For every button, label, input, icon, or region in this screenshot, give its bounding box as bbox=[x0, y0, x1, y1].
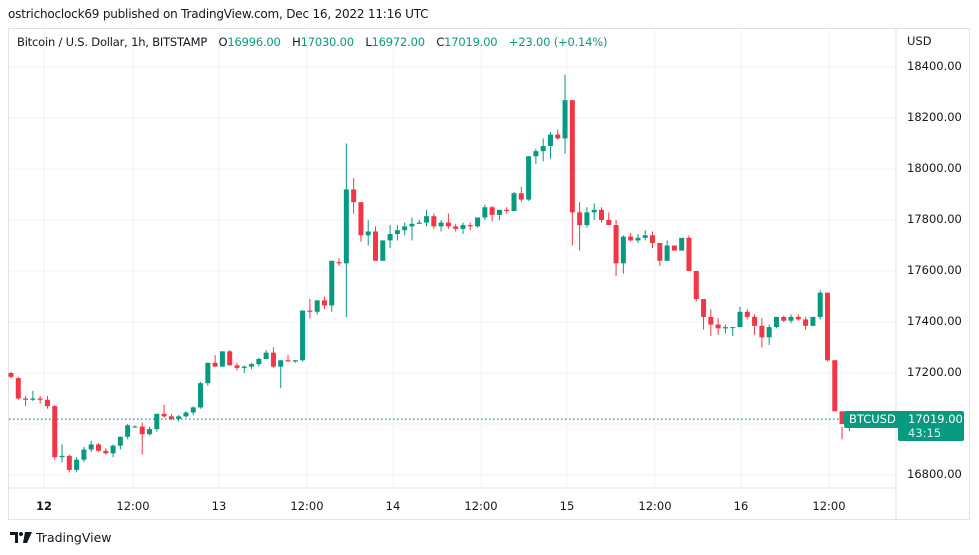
time-tick: 16 bbox=[733, 499, 749, 513]
open-label: O bbox=[218, 35, 228, 49]
close-value: 17019.00 bbox=[444, 35, 498, 49]
price-tick: 17200.00 bbox=[907, 365, 962, 379]
high-value: 17030.00 bbox=[300, 35, 354, 49]
symbol-title: Bitcoin / U.S. Dollar, 1h, BITSTAMP bbox=[17, 35, 208, 49]
tradingview-brand[interactable]: TradingView bbox=[10, 530, 112, 545]
bar-countdown: 43:15 bbox=[908, 426, 942, 440]
price-tick: 17600.00 bbox=[907, 263, 962, 277]
price-tick: 17800.00 bbox=[907, 212, 962, 226]
change-value: +23.00 (+0.14%) bbox=[508, 35, 608, 49]
close-label: C bbox=[436, 35, 445, 49]
tradingview-logo-icon bbox=[10, 532, 32, 543]
price-tick: 18000.00 bbox=[907, 161, 962, 175]
price-tick: 18400.00 bbox=[907, 59, 962, 73]
low-value: 16972.00 bbox=[371, 35, 425, 49]
open-value: 16996.00 bbox=[227, 35, 281, 49]
time-tick: 15 bbox=[559, 499, 575, 513]
publisher-line: ostrichoclock69 published on TradingView… bbox=[8, 7, 429, 21]
price-tick: 17400.00 bbox=[907, 314, 962, 328]
low-label: L bbox=[365, 35, 372, 49]
time-tick: 12:00 bbox=[290, 499, 324, 513]
time-tick: 12:00 bbox=[116, 499, 150, 513]
time-tick: 12:00 bbox=[638, 499, 672, 513]
brand-name: TradingView bbox=[36, 530, 112, 545]
symbol-badge: BTCUSD bbox=[844, 411, 901, 428]
last-price-badge: 17019.00 43:15 bbox=[898, 411, 964, 441]
chart-frame[interactable] bbox=[8, 28, 970, 520]
price-tick: 18200.00 bbox=[907, 110, 962, 124]
time-tick: 12:00 bbox=[464, 499, 498, 513]
high-label: H bbox=[292, 35, 301, 49]
last-price-value: 17019.00 bbox=[908, 412, 963, 426]
time-tick: 12 bbox=[35, 499, 53, 513]
price-tick: 16800.00 bbox=[907, 467, 962, 481]
currency-label: USD bbox=[907, 34, 932, 48]
symbol-legend: Bitcoin / U.S. Dollar, 1h, BITSTAMP O169… bbox=[17, 35, 607, 49]
time-tick: 13 bbox=[211, 499, 227, 513]
time-tick: 14 bbox=[385, 499, 401, 513]
time-tick: 12:00 bbox=[812, 499, 846, 513]
